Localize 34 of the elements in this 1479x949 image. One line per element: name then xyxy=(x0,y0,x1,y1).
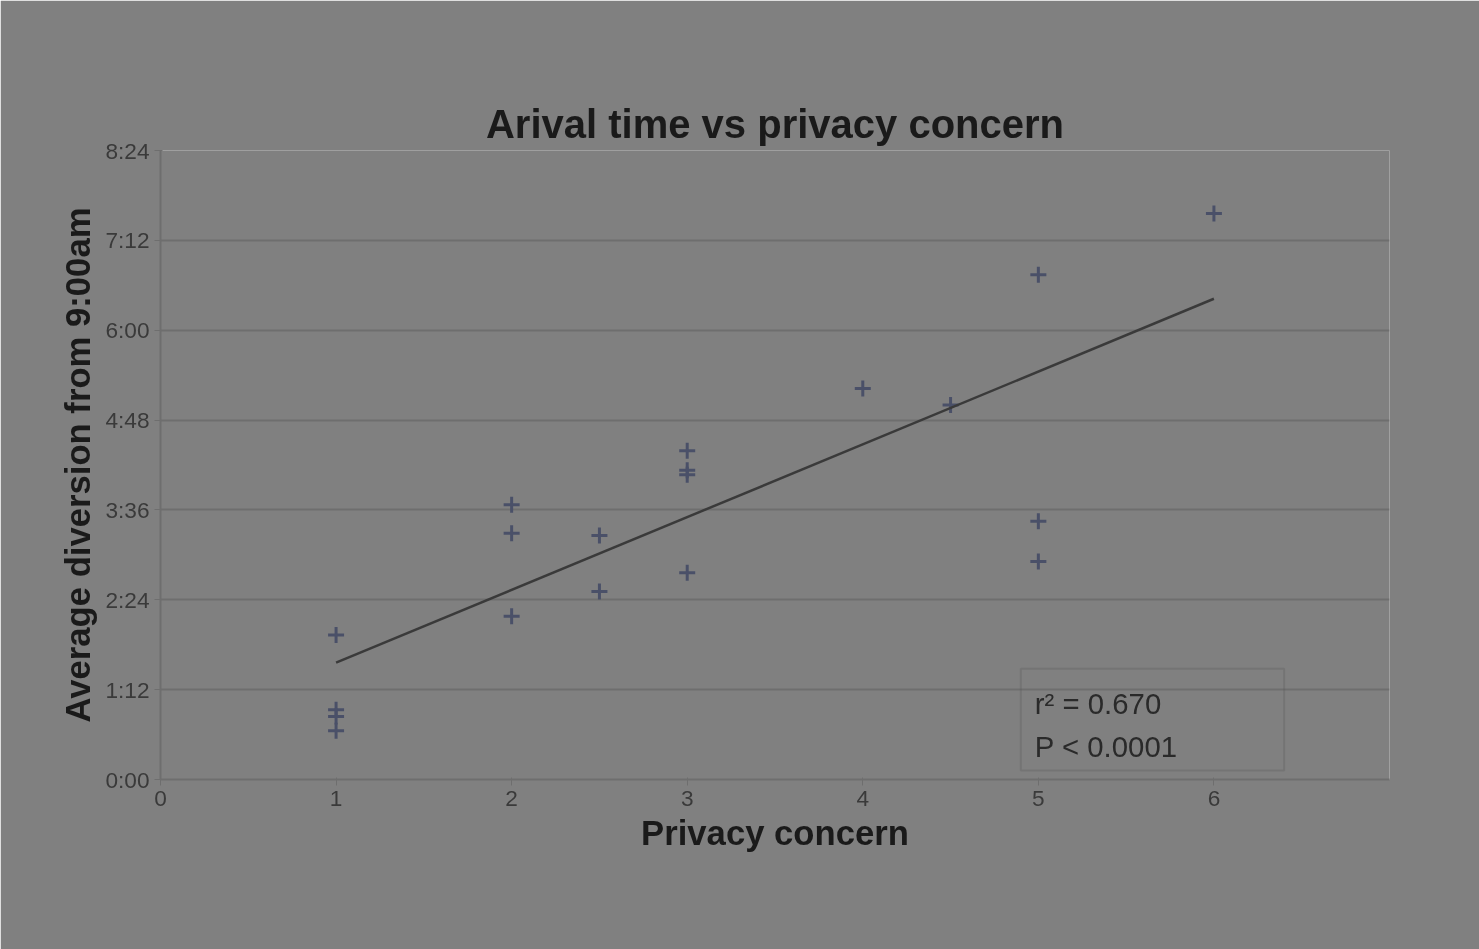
y-axis-title: Average diversion from 9:00am xyxy=(59,207,98,723)
y-tick-label: 3:36 xyxy=(105,496,150,523)
point xyxy=(1028,511,1048,531)
x-tick-label: 4 xyxy=(856,784,870,811)
point xyxy=(502,523,522,543)
x-tick-label: 6 xyxy=(1207,784,1221,811)
point xyxy=(677,563,697,583)
x-tick-label: 5 xyxy=(1032,784,1045,811)
point xyxy=(502,495,522,515)
point xyxy=(853,379,873,399)
point xyxy=(326,625,346,645)
point xyxy=(589,582,609,602)
point xyxy=(326,721,346,741)
chart-title: Arival time vs privacy concern xyxy=(485,101,1065,146)
annotation: P < 0.0001 xyxy=(1034,730,1178,764)
y-tick-label: 1:12 xyxy=(105,676,150,703)
y-tick-label: 2:24 xyxy=(105,586,150,613)
point xyxy=(589,525,609,545)
point xyxy=(1028,552,1048,572)
point xyxy=(502,606,522,626)
x-tick-label: 1 xyxy=(329,784,343,811)
point xyxy=(677,441,697,461)
annotation: r² = 0.670 xyxy=(1034,686,1162,720)
point xyxy=(1028,265,1048,285)
y-tick-label: 4:48 xyxy=(105,407,150,434)
y-tick-label: 0:00 xyxy=(105,766,150,793)
x-tick-label: 0 xyxy=(154,784,167,811)
y-tick-label: 7:12 xyxy=(105,227,150,254)
x-tick-label: 2 xyxy=(505,784,518,811)
x-tick-label: 3 xyxy=(680,784,694,811)
y-tick-label: 8:24 xyxy=(105,137,150,164)
x-axis-title: Privacy concern xyxy=(641,813,909,852)
point xyxy=(1204,203,1224,223)
y-tick-label: 6:00 xyxy=(105,317,150,344)
